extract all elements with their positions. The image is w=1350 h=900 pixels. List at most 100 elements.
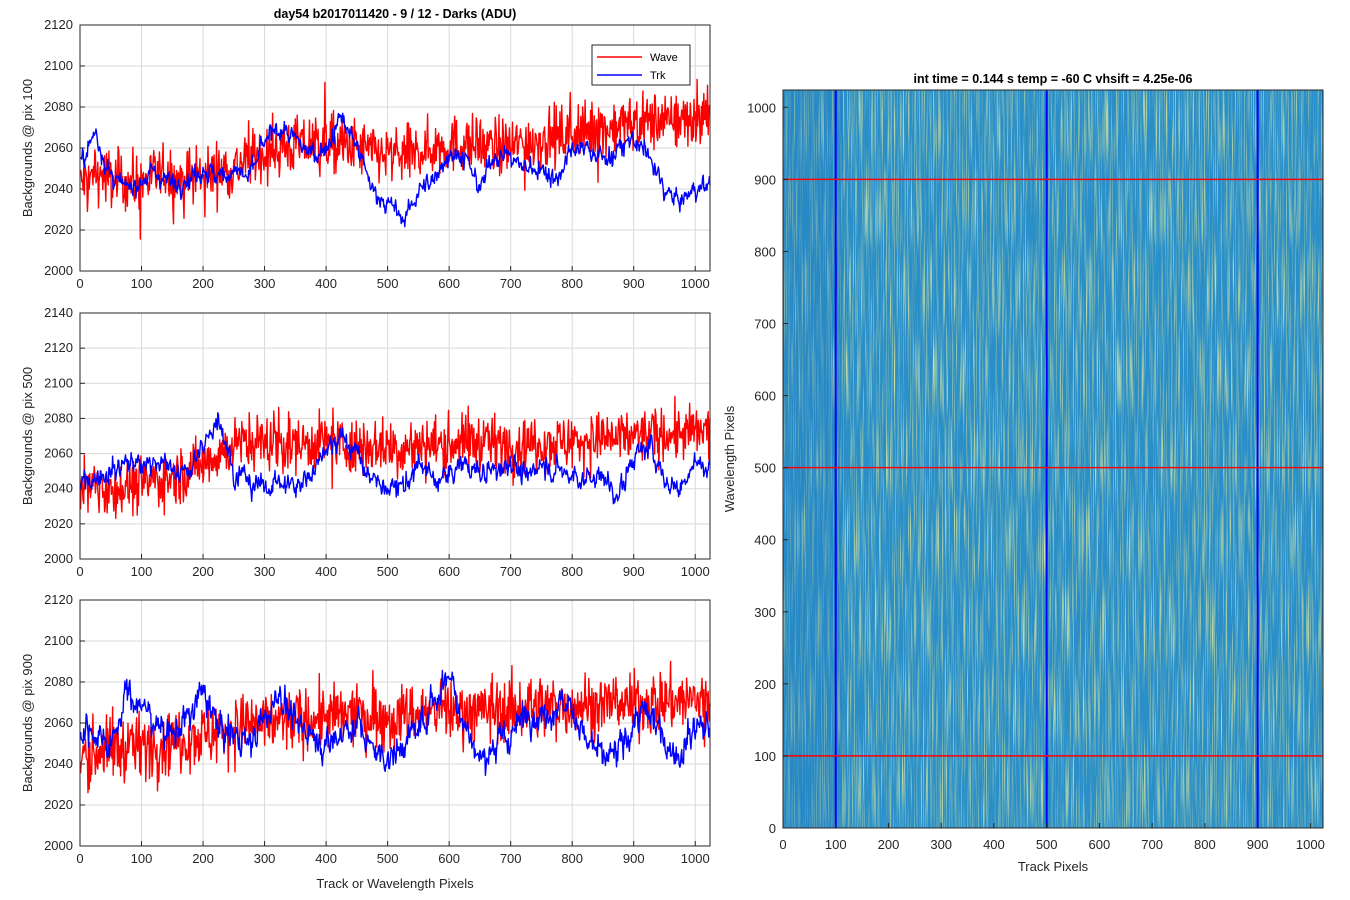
x-tick-label: 800 <box>561 851 583 866</box>
x-tick-label: 100 <box>131 276 153 291</box>
image-x-tick-label: 700 <box>1141 837 1163 852</box>
y-axis-label: Backgrounds @ pix 900 <box>20 654 35 792</box>
x-tick-label: 1000 <box>681 276 710 291</box>
x-tick-label: 300 <box>254 851 276 866</box>
image-x-tick-label: 800 <box>1194 837 1216 852</box>
image-axes: 0 100 200 300 400 500 600 700 800 900 1000 0 100 200 3… <box>747 100 1325 852</box>
y-tick-label: 2060 <box>44 446 73 461</box>
y-tick-label: 2000 <box>44 551 73 566</box>
axes-frame <box>79 599 711 847</box>
image-y-tick-label: 600 <box>754 389 776 404</box>
x-tick-label: 100 <box>131 564 153 579</box>
image-panel: int time = 0.144 s temp = -60 C vhsift =… <box>722 72 1325 874</box>
y-tick-label: 2120 <box>44 17 73 32</box>
y-tick-label: 2080 <box>44 674 73 689</box>
y-tick-label: 2080 <box>44 99 73 114</box>
x-tick-label: 900 <box>623 564 645 579</box>
image-frame <box>782 89 1324 829</box>
image-y-tick-label: 100 <box>754 749 776 764</box>
y-tick-label: 2000 <box>44 838 73 853</box>
x-tick-label: 700 <box>500 276 522 291</box>
x-tick-label: 400 <box>315 564 337 579</box>
y-tick-label: 2100 <box>44 633 73 648</box>
x-tick-label: 700 <box>500 851 522 866</box>
image-x-tick-label: 500 <box>1036 837 1058 852</box>
image-y-tick-label: 200 <box>754 677 776 692</box>
image-ylabel: Wavelength Pixels <box>722 405 737 512</box>
y-tick-label: 2040 <box>44 481 73 496</box>
x-tick-label: 300 <box>254 276 276 291</box>
panel-pix-500: 0 100 200 300 400 500 600 700 800 900 1000 2000 2020… <box>20 305 711 579</box>
y-axis-label: Backgrounds @ pix 500 <box>20 367 35 505</box>
legend-trk-label: Trk <box>650 70 666 82</box>
y-tick-label: 2020 <box>44 797 73 812</box>
image-y-tick-label: 1000 <box>747 100 776 115</box>
x-tick-label: 600 <box>438 851 460 866</box>
image-x-tick-label: 0 <box>779 837 786 852</box>
image-y-tick-label: 300 <box>754 605 776 620</box>
y-tick-label: 2120 <box>44 340 73 355</box>
image-x-tick-label: 200 <box>878 837 900 852</box>
y-tick-label: 2060 <box>44 140 73 155</box>
x-tick-label: 200 <box>192 564 214 579</box>
x-tick-label: 900 <box>623 276 645 291</box>
x-tick-label: 900 <box>623 851 645 866</box>
x-tick-label: 1000 <box>681 851 710 866</box>
x-tick-label: 500 <box>377 851 399 866</box>
x-axis-label: Track or Wavelength Pixels <box>316 876 474 891</box>
figure-title: day54 b2017011420 - 9 / 12 - Darks (ADU) <box>274 7 517 21</box>
series-line-wave <box>79 395 711 519</box>
y-tick-label: 2020 <box>44 222 73 237</box>
series-line-trk <box>79 412 711 505</box>
x-tick-label: 400 <box>315 851 337 866</box>
y-tick-label: 2100 <box>44 375 73 390</box>
series-line-trk <box>79 112 711 228</box>
x-tick-label: 500 <box>377 276 399 291</box>
series-line-trk <box>79 669 711 776</box>
x-tick-label: 700 <box>500 564 522 579</box>
y-tick-label: 2080 <box>44 410 73 425</box>
x-tick-label: 200 <box>192 851 214 866</box>
x-tick-label: 0 <box>76 851 83 866</box>
image-texture <box>783 90 1323 828</box>
image-x-tick-label: 300 <box>930 837 952 852</box>
x-tick-label: 0 <box>76 564 83 579</box>
x-tick-label: 0 <box>76 276 83 291</box>
x-tick-label: 500 <box>377 564 399 579</box>
x-tick-label: 800 <box>561 276 583 291</box>
y-axis-label: Backgrounds @ pix 100 <box>20 79 35 217</box>
x-tick-label: 200 <box>192 276 214 291</box>
y-tick-label: 2060 <box>44 715 73 730</box>
image-marker-lines <box>783 90 1323 828</box>
y-tick-label: 2140 <box>44 305 73 320</box>
image-y-tick-label: 400 <box>754 533 776 548</box>
image-y-tick-label: 800 <box>754 244 776 259</box>
image-left-shade <box>783 90 843 828</box>
panel-pix-900: 0 100 200 300 400 500 600 700 800 900 1000 2000 2020… <box>20 592 711 891</box>
x-tick-label: 300 <box>254 564 276 579</box>
legend-wave-label: Wave <box>650 52 678 64</box>
image-xlabel: Track Pixels <box>1018 859 1089 874</box>
y-tick-label: 2000 <box>44 263 73 278</box>
y-tick-label: 2120 <box>44 592 73 607</box>
axes-frame <box>79 24 711 272</box>
image-y-tick-label: 500 <box>754 461 776 476</box>
image-title: int time = 0.144 s temp = -60 C vhsift =… <box>914 72 1193 86</box>
y-tick-label: 2040 <box>44 756 73 771</box>
image-y-tick-label: 700 <box>754 317 776 332</box>
image-x-tick-label: 100 <box>825 837 847 852</box>
legend-box <box>591 44 691 86</box>
x-tick-label: 100 <box>131 851 153 866</box>
series-line-wave <box>79 660 711 794</box>
image-y-tick-label: 0 <box>769 821 776 836</box>
x-tick-label: 1000 <box>681 564 710 579</box>
x-tick-label: 800 <box>561 564 583 579</box>
x-tick-label: 600 <box>438 276 460 291</box>
image-x-tick-label: 900 <box>1247 837 1269 852</box>
image-x-tick-label: 400 <box>983 837 1005 852</box>
y-tick-label: 2040 <box>44 181 73 196</box>
legend: Wave Trk <box>591 44 691 86</box>
y-tick-label: 2100 <box>44 58 73 73</box>
y-tick-label: 2020 <box>44 516 73 531</box>
